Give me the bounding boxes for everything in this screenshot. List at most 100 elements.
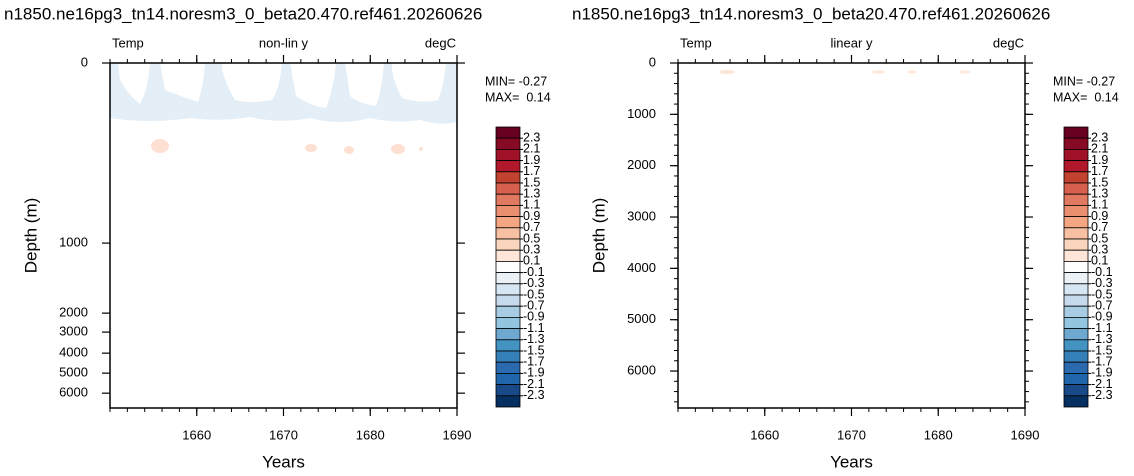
center-string: linear y [831, 35, 873, 50]
colorbar-box [495, 148, 521, 161]
colorbar-label: 0.3 [523, 242, 540, 256]
y-tick-label: 6000 [59, 385, 88, 400]
contour-blob [908, 70, 916, 74]
y-axis-label: Depth (m) [21, 198, 40, 274]
colorbar-label: 2.3 [1091, 130, 1108, 144]
colorbar-box [1063, 171, 1089, 184]
contour-blob [151, 139, 169, 153]
y-tick-label: 1000 [627, 106, 656, 121]
colorbar-label: 1.3 [1091, 186, 1108, 200]
right-string: degC [993, 35, 1024, 50]
x-tick-label: 1660 [182, 427, 211, 442]
colorbar-box [1063, 305, 1089, 318]
annotation: MAX= 0.14 [1053, 90, 1119, 104]
colorbar-label: -1.1 [523, 321, 545, 335]
y-tick-label: 5000 [59, 365, 88, 380]
colorbar-label: 0.9 [1091, 209, 1108, 223]
colorbar-label: 1.9 [1091, 153, 1108, 167]
colorbar-label: -1.1 [1091, 321, 1113, 335]
colorbar-box [495, 316, 521, 329]
colorbar-box [1063, 350, 1089, 363]
colorbar-box [495, 137, 521, 150]
colorbar-label: -2.3 [1091, 388, 1113, 402]
colorbar-label: 0.1 [1091, 254, 1108, 268]
colorbar-box [1063, 339, 1089, 352]
colorbar-box [495, 249, 521, 262]
x-tick-label: 1680 [356, 427, 385, 442]
colorbar-box [1063, 283, 1089, 296]
y-tick-label: 3000 [59, 324, 88, 339]
colorbar-box [495, 193, 521, 206]
colorbar-box [1063, 294, 1089, 307]
contour-blob [959, 70, 971, 74]
colorbar-label: -0.1 [523, 265, 545, 279]
colorbar-box [495, 283, 521, 296]
colorbar-label: 2.1 [1091, 142, 1108, 156]
colorbar-label: -0.9 [523, 310, 545, 324]
colorbar-box [1063, 238, 1089, 251]
colorbar-label: 0.9 [523, 209, 540, 223]
colorbar-label: 1.3 [523, 186, 540, 200]
colorbar-box [1063, 216, 1089, 229]
colorbar-box [495, 216, 521, 229]
contour-gap [345, 63, 384, 106]
annotation: MIN= -0.27 [485, 74, 547, 88]
x-axis-label: Years [830, 452, 873, 471]
x-tick-label: 1690 [443, 427, 472, 442]
left-string: Temp [680, 35, 712, 50]
colorbar-label: -1.7 [523, 354, 545, 368]
colorbar-label: -1.9 [523, 366, 545, 380]
contour-blob [391, 144, 405, 154]
y-tick-label: 3000 [627, 208, 656, 223]
colorbar-label: -0.5 [1091, 287, 1113, 301]
y-tick-label: 0 [81, 54, 88, 69]
colorbar-box [1063, 148, 1089, 161]
colorbar-box [1063, 193, 1089, 206]
colorbar-label: 2.1 [523, 142, 540, 156]
colorbar-label: -2.1 [523, 377, 545, 391]
colorbar-box [1063, 328, 1089, 341]
plot-frame [677, 62, 1026, 409]
colorbar-label: -1.7 [1091, 354, 1113, 368]
colorbar-box [1063, 361, 1089, 374]
colorbar-box [495, 260, 521, 273]
y-tick-label: 0 [649, 54, 656, 69]
colorbar-label: -0.1 [1091, 265, 1113, 279]
contour-blob [871, 70, 885, 74]
colorbar-box [1063, 272, 1089, 285]
colorbar-label: 0.1 [523, 254, 540, 268]
y-tick-label: 6000 [627, 362, 656, 377]
colorbar-box [495, 395, 521, 408]
colorbar-box [495, 272, 521, 285]
colorbar-box [495, 350, 521, 363]
colorbar-box [495, 160, 521, 173]
y-axis-label: Depth (m) [589, 198, 608, 274]
colorbar-box [495, 171, 521, 184]
colorbar-label: -1.3 [523, 332, 545, 346]
colorbar-box [1063, 227, 1089, 240]
colorbar-label: 0.5 [1091, 231, 1108, 245]
contour-blob [344, 146, 354, 154]
contour-field [110, 63, 971, 154]
colorbar-label: 0.5 [523, 231, 540, 245]
colorbar-box [495, 361, 521, 374]
chart-title: n1850.ne16pg3_tn14.noresm3_0_beta20.470.… [4, 4, 482, 23]
colorbar-box [1063, 316, 1089, 329]
y-tick-label: 5000 [627, 311, 656, 326]
colorbar-label: 1.1 [1091, 198, 1108, 212]
contour-gap [160, 63, 205, 102]
x-axis-label: Years [262, 452, 305, 471]
contour-gap [392, 63, 446, 102]
left-string: Temp [112, 35, 144, 50]
colorbar-box [495, 339, 521, 352]
colorbar-label: 1.7 [1091, 164, 1108, 178]
colorbar-label: 0.7 [523, 220, 540, 234]
annotation: MIN= -0.27 [1053, 74, 1115, 88]
colorbar-label: 1.9 [523, 153, 540, 167]
colorbar-box [1063, 384, 1089, 397]
colorbar-box [495, 305, 521, 318]
x-tick-label: 1660 [750, 427, 779, 442]
colorbar-label: 2.3 [523, 130, 540, 144]
colorbar-box [1063, 204, 1089, 217]
annotation: MAX= 0.14 [485, 90, 551, 104]
